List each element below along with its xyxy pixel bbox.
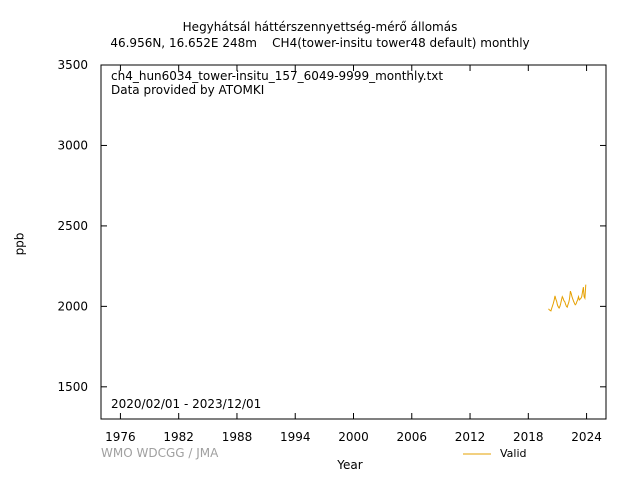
- x-tick-label: 2006: [396, 430, 427, 444]
- chart-provider-annotation: Data provided by ATOMKI: [111, 83, 265, 97]
- plot-frame: [100, 64, 607, 420]
- x-tick-label: 2000: [338, 430, 369, 444]
- chart-date-range-annotation: 2020/02/01 - 2023/12/01: [111, 397, 262, 411]
- y-tick-label: 1500: [57, 380, 88, 394]
- x-tick-label: 1988: [222, 430, 253, 444]
- y-axis-label: ppb: [12, 232, 27, 256]
- x-tick-label: 1982: [163, 430, 194, 444]
- credit-text: WMO WDCGG / JMA: [101, 446, 219, 460]
- y-tick-label: 3000: [57, 138, 88, 152]
- y-tick-label: 3500: [57, 58, 88, 72]
- y-tick-label: 2000: [57, 299, 88, 313]
- series-line-valid: [548, 284, 587, 312]
- chart-title-station: Hegyhátsál háttérszennyettség-mérő állom…: [182, 20, 458, 34]
- x-tick-label: 1976: [105, 430, 136, 444]
- chart-title-details: 46.956N, 16.652E 248m CH4(tower-insitu t…: [110, 36, 530, 50]
- y-tick-label: 2500: [57, 219, 88, 233]
- x-tick-label: 1994: [280, 430, 311, 444]
- x-tick-label: 2018: [513, 430, 544, 444]
- x-tick-label: 2024: [571, 430, 602, 444]
- x-tick-label: 2012: [455, 430, 486, 444]
- legend-label-valid: Valid: [500, 447, 527, 460]
- x-axis-label: Year: [337, 458, 363, 472]
- chart-filename-annotation: ch4_hun6034_tower-insitu_157_6049-9999_m…: [111, 69, 444, 83]
